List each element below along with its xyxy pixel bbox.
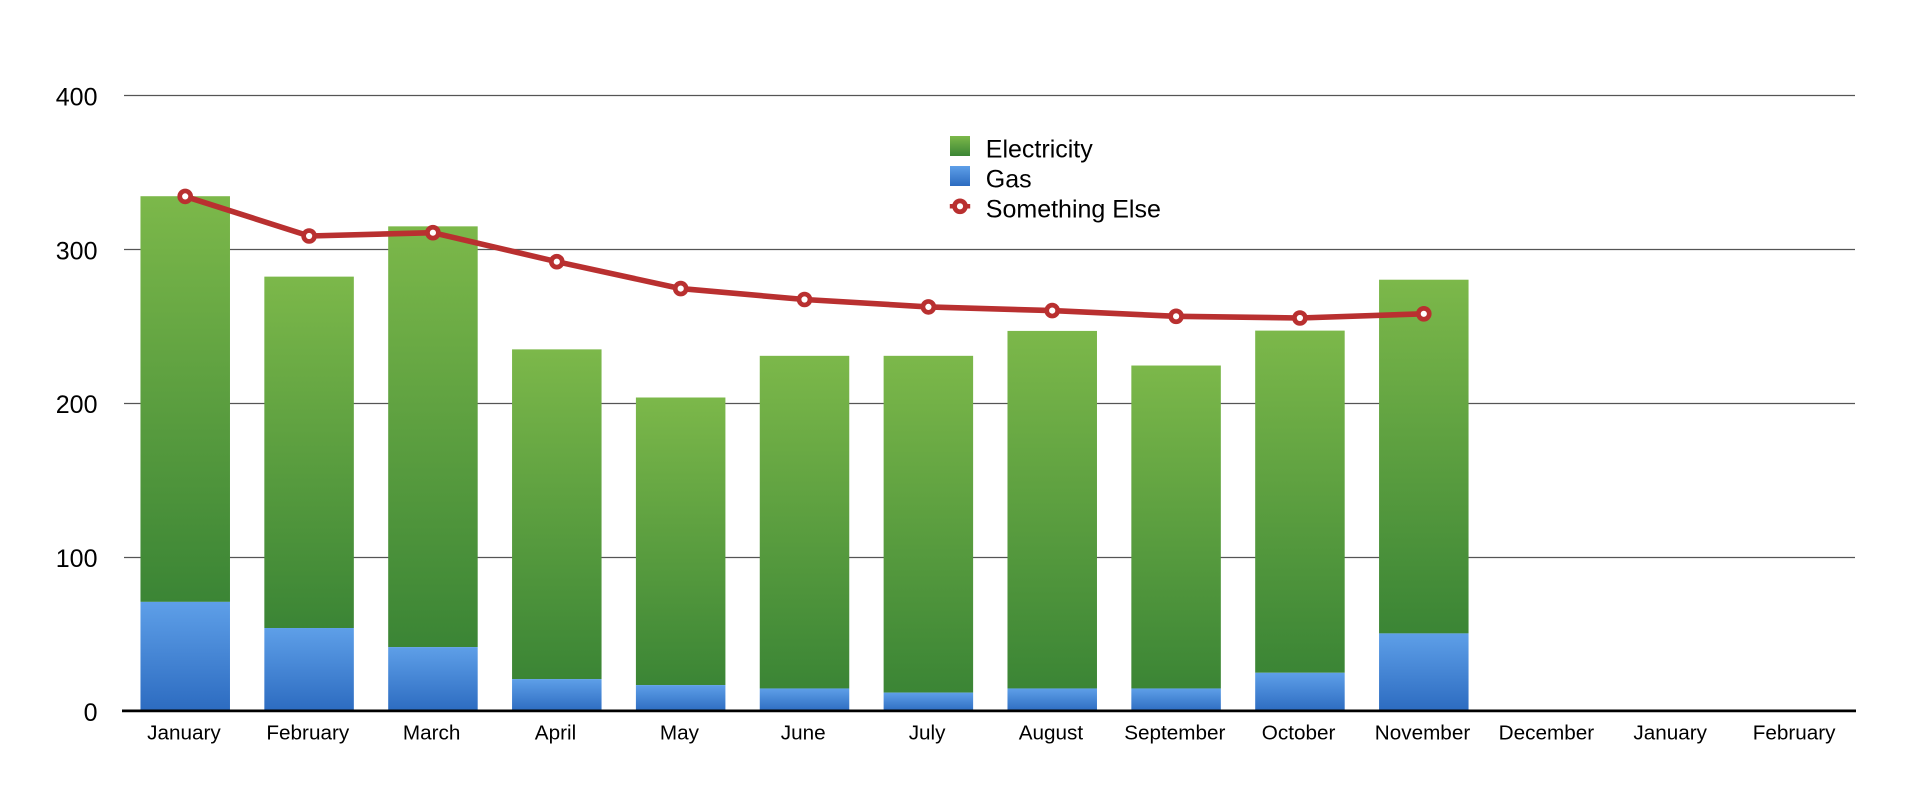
svg-text:January: January [1633,722,1707,745]
svg-text:200: 200 [56,391,98,419]
svg-text:February: February [1753,722,1836,745]
svg-text:February: February [266,722,349,745]
svg-text:June: June [781,722,826,745]
svg-text:400: 400 [56,84,98,112]
svg-text:Electricity: Electricity [986,135,1093,163]
svg-text:December: December [1499,722,1595,745]
svg-text:Something Else: Something Else [986,195,1161,223]
svg-text:August: August [1019,722,1084,745]
svg-text:October: October [1262,722,1336,745]
svg-text:0: 0 [84,699,98,727]
svg-text:April: April [535,722,576,745]
svg-text:300: 300 [56,238,98,266]
svg-text:January: January [147,722,221,745]
svg-text:September: September [1124,722,1225,745]
svg-text:July: July [909,722,946,745]
svg-text:November: November [1375,722,1471,745]
svg-text:100: 100 [56,545,98,573]
svg-text:Gas: Gas [986,165,1032,193]
svg-text:May: May [660,722,700,745]
svg-text:March: March [403,722,460,745]
